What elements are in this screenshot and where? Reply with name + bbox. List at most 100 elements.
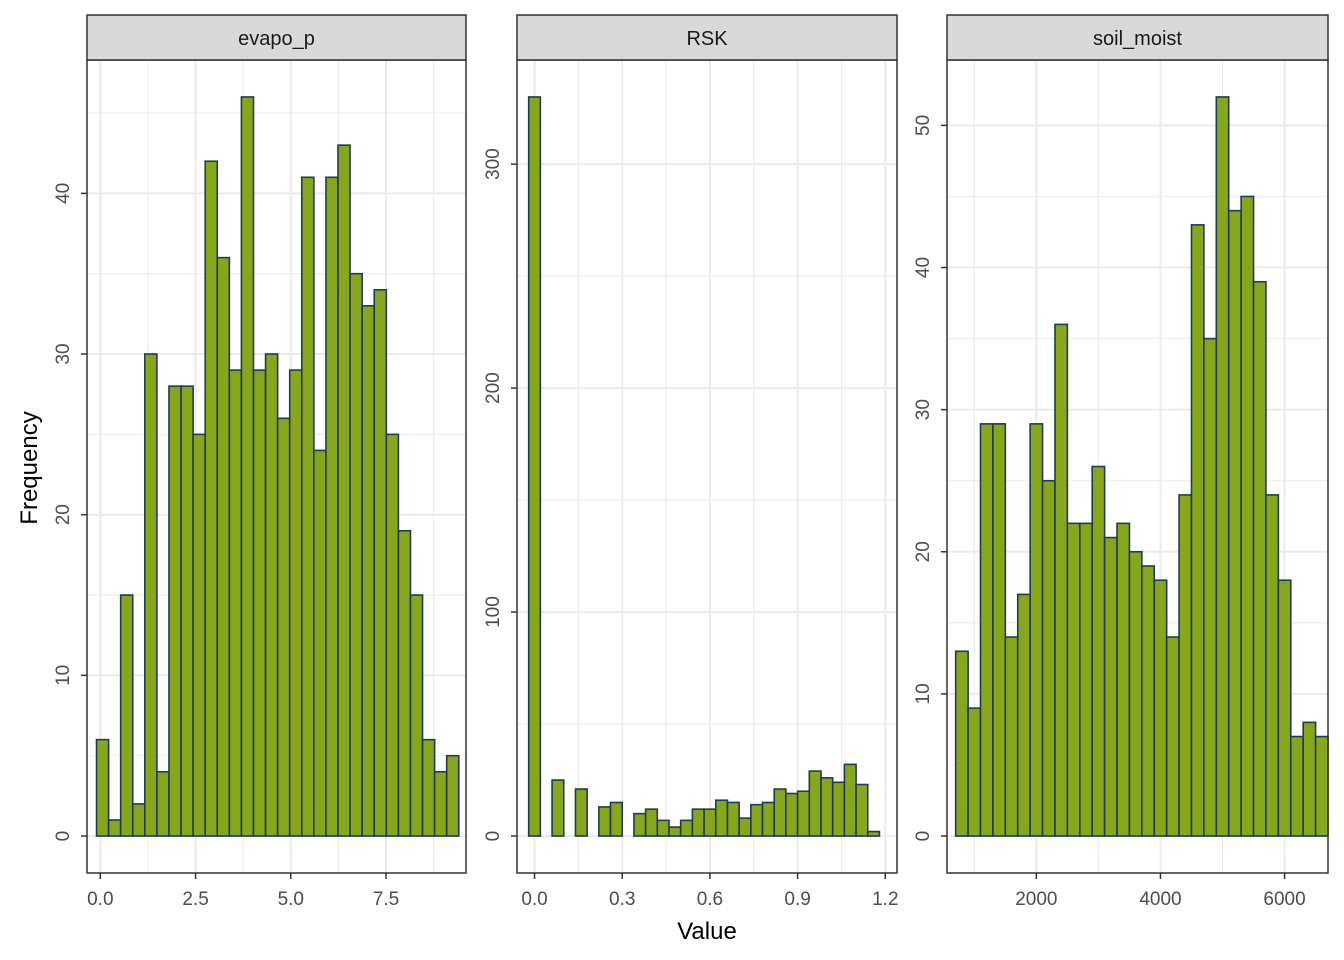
facet-panel-evapo-p: evapo_p 0 10 20 30 40 0.0 2.5 5.0 7.5 [53,14,467,910]
y-tick-label: 10 [913,683,934,704]
histogram-bar [831,781,846,837]
histogram-bar [992,423,1007,837]
histogram-bar [1203,337,1218,837]
histogram-bar [785,792,799,837]
x-tick-label: 1.2 [872,889,898,910]
histogram-bar [1215,96,1230,837]
y-tick-label: 20 [53,504,74,525]
y-tick-label: 0 [913,831,934,842]
histogram-bar [373,288,388,837]
histogram-bar [954,650,969,837]
histogram-bar [156,770,170,837]
histogram-bar [252,369,267,837]
histogram-bar [1029,423,1044,837]
histogram-bar [276,417,291,837]
facet-panel-RSK: RSK 0 100 200 300 0.0 0.3 0.6 0.9 1.2 [483,14,899,910]
histogram-bar [228,369,243,837]
histogram-bar [264,353,279,837]
histogram-bar [1041,479,1056,837]
histogram-bar [337,144,351,837]
y-tick-label: 30 [53,343,74,364]
histogram-bar [691,808,705,837]
histogram-bar [433,770,448,837]
histogram-bar [1240,195,1255,837]
facet-strip-label: soil_moist [1093,28,1182,50]
histogram-bar [796,790,811,837]
histogram-bar [1004,636,1019,837]
histogram-bar [361,305,376,837]
x-axis-title: Value [677,918,737,945]
histogram-bar [1103,536,1118,837]
histogram-bar [1078,522,1094,837]
y-tick-label: 40 [53,183,74,204]
histogram-bar [1277,579,1292,837]
facet-strip [516,14,898,61]
histogram-bar [1091,465,1106,837]
histogram-bar [551,779,565,837]
histogram-bar [1227,209,1242,837]
histogram-bar [1190,224,1205,837]
histogram-bar [421,738,436,837]
histogram-bar [668,826,682,837]
histogram-bar [445,754,460,837]
y-tick-label: 30 [913,399,934,420]
x-tick-label: 2.5 [182,889,208,910]
y-axis-title: Frequency [16,411,43,524]
histogram-bar [240,96,255,837]
histogram-bar [1128,550,1143,837]
histogram-bar [820,777,834,837]
histogram-bar [703,808,717,837]
y-tick-label: 40 [913,257,934,278]
facet-strip-label: RSK [686,28,728,50]
panel-background [517,60,897,873]
y-tick-label: 0 [483,831,504,842]
x-tick-label: 5.0 [278,889,304,910]
histogram-bar [300,176,315,837]
x-tick-label: 0.0 [521,889,547,910]
x-tick-label: 2000 [1015,889,1057,910]
facet-strip [86,14,467,61]
y-tick-label: 20 [913,541,934,562]
histogram-bar [325,176,339,837]
histogram-bar [1116,522,1131,837]
histogram-bar [979,423,994,837]
y-tick-label: 0 [53,831,74,842]
histogram-bar [738,817,752,837]
histogram-bar [644,808,659,837]
histogram-bar [409,594,424,837]
histogram-bar [1302,721,1317,837]
histogram-bar [1153,579,1168,837]
histogram-bar [107,819,122,837]
histogram-bar [119,594,134,837]
histogram-bar [288,369,303,837]
histogram-bar [1265,494,1280,837]
histogram-bar [609,801,624,837]
histogram-bar [633,812,647,837]
x-tick-label: 6000 [1263,889,1305,910]
histogram-bar [714,799,729,837]
x-tick-label: 0.6 [697,889,723,910]
histogram-bar [1016,593,1031,837]
histogram-bar [1165,636,1180,837]
y-tick-label: 10 [53,665,74,686]
x-tick-label: 0.0 [87,889,113,910]
histogram-bar [216,256,231,837]
histogram-bar [761,801,776,837]
histogram-bar [1141,565,1156,837]
histogram-bar [1252,280,1267,837]
facet-strip-label: evapo_p [238,28,315,50]
x-tick-label: 0.3 [609,889,635,910]
facet-panel-soil-moist: soil_moist 0 10 20 30 40 50 2000 4000 6000 [913,14,1329,910]
x-tick-label: 0.9 [784,889,810,910]
histogram-bar [527,96,542,837]
histogram-bar [1178,494,1193,837]
histogram-bar [1054,323,1069,837]
histogram-bar [726,801,740,837]
x-tick-label: 4000 [1139,889,1181,910]
histogram-bar [598,806,612,837]
histogram-bar [574,788,588,837]
y-tick-label: 200 [483,372,504,404]
facet-strip [946,14,1329,61]
histogram-bar [750,803,764,837]
